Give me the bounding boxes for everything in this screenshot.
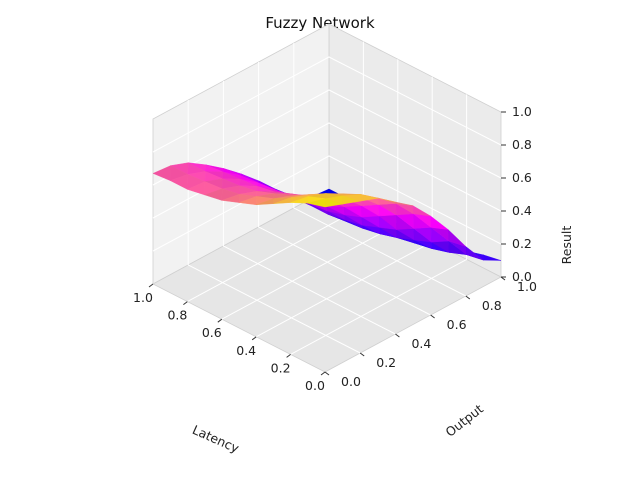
grid-line: [293, 43, 467, 297]
x-tick-label: 0.2: [271, 360, 291, 375]
surface-facet: [169, 174, 189, 190]
y-tick-label: 0.2: [376, 355, 396, 370]
x-tick-mark: [320, 371, 326, 376]
surface-facet: [465, 246, 484, 261]
surface-facet: [412, 205, 431, 217]
z-tick-label: 1.0: [512, 104, 532, 119]
y-tick-mark: [395, 333, 400, 338]
y-tick-label: 1.0: [517, 279, 537, 294]
grid-line: [187, 100, 361, 354]
y-tick-mark: [359, 352, 365, 357]
x-axis-label: Latency: [190, 422, 242, 456]
x-tick-mark: [217, 318, 223, 323]
y-tick-label: 0.8: [482, 298, 502, 313]
y-tick-label: 0.0: [341, 374, 361, 389]
y-tick-mark: [430, 314, 435, 319]
z-tick-label: 0.6: [512, 170, 532, 185]
z-tick-label: 0.8: [512, 137, 532, 152]
surface-facet: [430, 215, 449, 230]
surface-facet: [324, 198, 343, 208]
grid-line: [152, 155, 502, 252]
z-axis-label: Result: [559, 226, 574, 265]
x-tick-label: 1.0: [133, 290, 153, 305]
z-tick-label: 0.0: [512, 269, 532, 284]
grid-line: [290, 94, 468, 355]
y-tick-mark: [465, 295, 471, 300]
axis-ticks: 0.00.20.40.60.81.00.00.20.40.60.81.00.00…: [133, 104, 537, 393]
x-tick-mark: [183, 301, 188, 306]
x-tick-label: 0.8: [167, 308, 187, 323]
surface-facet: [447, 229, 466, 247]
x-tick-label: 0.6: [202, 325, 222, 340]
grid-line: [258, 62, 431, 316]
surface-facet: [203, 188, 223, 201]
chart-title: Fuzzy Network: [265, 14, 375, 32]
y-axis-label: Output: [443, 401, 487, 440]
z-tick-label: 0.4: [512, 203, 532, 218]
surface-facet: [483, 254, 502, 261]
x-tick-label: 0.4: [236, 343, 256, 358]
surface-facet: [342, 195, 361, 205]
x-tick-label: 0.0: [305, 378, 325, 393]
x-tick-mark: [286, 353, 291, 358]
x-tick-mark: [148, 283, 154, 288]
surface-mesh: [152, 162, 502, 261]
y-tick-label: 0.4: [411, 336, 431, 351]
grid-line: [152, 56, 502, 153]
grid-line: [222, 81, 396, 335]
surface-facet: [395, 201, 414, 206]
grid-line: [152, 89, 502, 186]
y-tick-mark: [324, 371, 330, 376]
y-tick-label: 0.6: [447, 317, 467, 332]
x-tick-mark: [251, 336, 257, 341]
z-tick-label: 0.2: [512, 236, 532, 251]
